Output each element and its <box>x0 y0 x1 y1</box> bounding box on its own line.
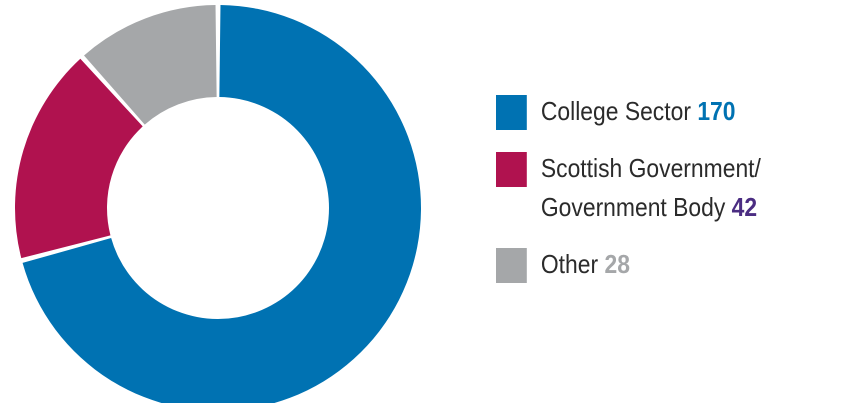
legend-label-college-sector: College Sector <box>540 96 691 126</box>
legend-swatch-scottish-government <box>496 152 527 187</box>
legend-value-scottish-government: 42 <box>731 192 758 222</box>
donut-slice-other <box>84 5 217 125</box>
donut-slice-college-sector <box>22 5 421 403</box>
legend-label-scottish-government-line-1: Scottish Government/ <box>540 153 761 183</box>
legend-swatch-other <box>496 248 527 283</box>
chart-legend: College Sector 170 Scottish Government/ … <box>496 92 846 284</box>
legend-label-other: Other <box>540 249 599 279</box>
donut-slice-scottish-government <box>14 58 143 259</box>
legend-item-college-sector: College Sector 170 <box>496 92 804 131</box>
legend-value-other: 28 <box>604 249 630 279</box>
legend-value-college-sector: 170 <box>697 96 736 126</box>
legend-item-scottish-government: Scottish Government/ Government Body 42 <box>496 149 804 227</box>
legend-item-other: Other 28 <box>496 245 804 284</box>
legend-label-scottish-government-line-2: Government Body <box>540 192 726 222</box>
legend-swatch-college-sector <box>496 95 527 130</box>
